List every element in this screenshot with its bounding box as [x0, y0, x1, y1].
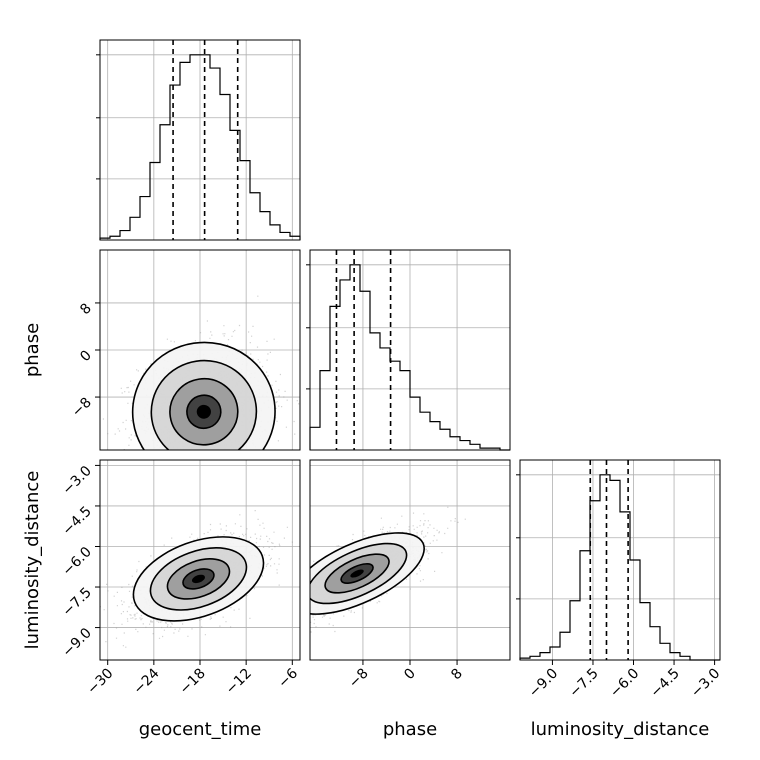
x-tick-label: −8 — [346, 666, 372, 692]
x-axis-label-phase: phase — [383, 719, 437, 740]
y-tick-label: 8 — [77, 300, 95, 318]
y-tick-label: −6.0 — [59, 544, 94, 579]
x-tick-label: 8 — [448, 666, 466, 684]
x-axis-label-geocent_time: geocent_time — [139, 719, 262, 740]
x-tick-label: −9.0 — [526, 666, 561, 701]
x-tick-label: 0 — [401, 666, 419, 684]
scatter-panel-phase-luminosity_distance — [309, 459, 511, 661]
y-tick-label: −8 — [69, 395, 95, 421]
histogram-panel-luminosity_distance — [516, 459, 721, 661]
panel-frame — [309, 249, 511, 451]
x-tick-label: −7.5 — [566, 666, 601, 701]
x-tick-label: −12 — [223, 666, 255, 698]
y-tick-label: −3.0 — [59, 463, 94, 498]
panel-frame — [99, 39, 301, 241]
x-tick-label: −6 — [275, 665, 301, 691]
density-peak — [191, 574, 205, 584]
y-tick-label: −9.0 — [59, 625, 94, 660]
x-tick-label: −4.5 — [648, 666, 683, 701]
density-peak — [350, 569, 364, 578]
histogram-bars-phase — [309, 264, 510, 451]
x-tick-label: −18 — [177, 666, 209, 698]
panel-frame — [519, 459, 721, 661]
x-tick-label: −24 — [130, 665, 162, 697]
scatter-panel-geocent_time-luminosity_distance — [99, 459, 301, 661]
y-tick-label: −7.5 — [59, 585, 94, 620]
histogram-bars-geocent_time — [99, 54, 301, 240]
y-axis-label-luminosity_distance: luminosity_distance — [22, 471, 43, 650]
histogram-bars-luminosity_distance — [519, 474, 720, 661]
x-tick-label: −30 — [84, 666, 116, 698]
x-axis-label-luminosity_distance: luminosity_distance — [531, 719, 710, 740]
histogram-panel-geocent_time — [96, 39, 301, 241]
scatter-panel-geocent_time-phase — [99, 249, 301, 451]
y-tick-label: 0 — [77, 348, 95, 366]
y-tick-label: −4.5 — [59, 503, 94, 538]
y-axis-label-phase: phase — [22, 323, 43, 377]
x-tick-label: −6.0 — [607, 666, 642, 701]
x-tick-label: −3.0 — [688, 666, 723, 701]
density-peak — [196, 404, 211, 419]
histogram-panel-phase — [306, 249, 511, 451]
